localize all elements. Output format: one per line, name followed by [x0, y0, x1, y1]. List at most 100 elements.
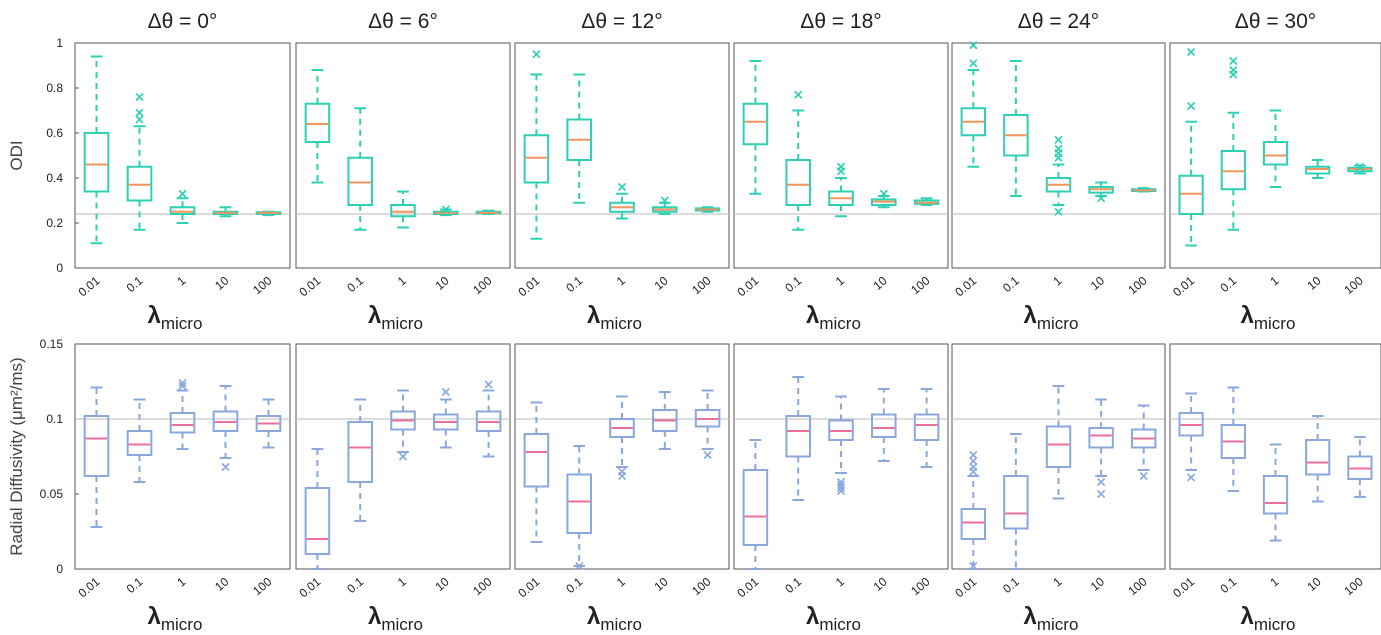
outlier [221, 462, 230, 472]
x-tick-label: 10 [212, 273, 231, 293]
outlier [1054, 207, 1063, 216]
x-axis-label: λmicro [368, 302, 423, 333]
x-tick-label: 10 [432, 574, 451, 594]
outlier [703, 450, 712, 460]
x-axis-label: λmicro [1241, 302, 1296, 333]
box-iqr [1220, 150, 1246, 191]
x-axis-label: λmicro [1024, 302, 1079, 333]
box-iqr [913, 413, 940, 441]
x-tick-label: 0.1 [563, 574, 585, 596]
panel: 0.01 0.1 1 10 100 λmicro [1169, 343, 1381, 634]
box-iqr [1220, 424, 1246, 459]
x-axis-label: λmicro [587, 302, 642, 333]
x-tick-label: 1 [1050, 574, 1064, 589]
box [785, 376, 811, 501]
panel: 0.01 0.1 1 10 100 λmicro [733, 42, 949, 333]
box [255, 398, 282, 449]
x-tick-label: 100 [1341, 273, 1366, 297]
box [523, 401, 550, 543]
x-tick-label: 0.01 [515, 574, 542, 600]
box [83, 55, 110, 245]
x-axis-label-subscript: micro [600, 314, 642, 333]
box-iqr [169, 412, 196, 434]
box-iqr [126, 430, 153, 456]
x-tick-label: 0.01 [76, 574, 103, 600]
box [609, 182, 635, 220]
box-iqr [1262, 475, 1289, 515]
box-iqr [347, 421, 373, 483]
box [1130, 404, 1157, 481]
box [1178, 392, 1204, 482]
x-tick-label: 0.01 [515, 273, 542, 299]
box-iqr [523, 433, 550, 488]
x-tick-label: 100 [1341, 574, 1366, 598]
x-tick-label: 10 [651, 574, 670, 594]
panel-frame [514, 42, 730, 269]
panel-frame [295, 42, 511, 269]
box-iqr [1003, 475, 1029, 530]
box-iqr [566, 118, 592, 161]
x-tick-label: 1 [833, 273, 847, 288]
outlier [135, 108, 144, 117]
outlier [617, 182, 627, 192]
x-tick-label: 0.01 [1170, 273, 1197, 299]
box-iqr [609, 418, 635, 438]
outlier [660, 196, 669, 205]
panel: 0.01 0.1 1 10 100 λmicro [951, 343, 1166, 634]
x-axis-label-subscript: micro [600, 615, 642, 630]
outlier [1229, 65, 1238, 75]
box-iqr [212, 210, 239, 215]
box [652, 196, 678, 215]
box [652, 391, 678, 450]
outlier [575, 561, 584, 571]
outlier [1355, 162, 1364, 171]
outlier [1097, 194, 1106, 203]
panel: 0.01 0.1 1 10 100 λmicro [295, 42, 511, 333]
box [1045, 135, 1072, 216]
box-iqr [960, 508, 987, 540]
outlier [1187, 473, 1196, 482]
box [433, 205, 459, 217]
x-tick-label: 1 [174, 574, 188, 589]
x-tick-label: 10 [1088, 273, 1107, 293]
box [169, 378, 196, 450]
x-axis-label-subscript: micro [819, 615, 861, 630]
panel-frame [733, 42, 949, 269]
y-tick-label: 0.1 [46, 412, 63, 426]
y-tick-label: 0.05 [40, 487, 64, 501]
panel-frame [951, 42, 1166, 269]
box [1305, 159, 1331, 179]
box-iqr [433, 210, 459, 215]
x-axis-label-symbol: λ [1241, 302, 1254, 329]
outlier [441, 387, 450, 397]
box [785, 90, 811, 231]
x-tick-label: 10 [870, 273, 889, 293]
panel-title: Δθ = 24° [1018, 10, 1099, 33]
panel-title: Δθ = 12° [581, 10, 662, 33]
box-iqr [169, 206, 196, 215]
outlier [1229, 56, 1238, 66]
box [1045, 385, 1072, 500]
x-tick-label: 1 [1050, 273, 1064, 288]
panel-frame [74, 42, 291, 269]
outlier [969, 462, 978, 472]
box [960, 450, 987, 571]
x-tick-label: 0.1 [344, 574, 366, 596]
panel-title: Δθ = 30° [1235, 10, 1316, 33]
box-iqr [694, 409, 721, 428]
x-tick-label: 0.01 [296, 574, 323, 600]
x-axis-label: λmicro [148, 603, 203, 630]
x-tick-label: 10 [432, 273, 451, 293]
outlier [969, 561, 978, 571]
box [1088, 181, 1114, 203]
x-tick-label: 0.01 [1170, 574, 1197, 600]
box [347, 398, 373, 522]
x-tick-label: 10 [870, 574, 889, 594]
box-iqr [1305, 165, 1331, 175]
outlier [836, 162, 846, 171]
outlier [178, 381, 187, 391]
x-tick-label: 0.1 [344, 273, 366, 295]
box [742, 439, 769, 570]
box [960, 41, 987, 168]
